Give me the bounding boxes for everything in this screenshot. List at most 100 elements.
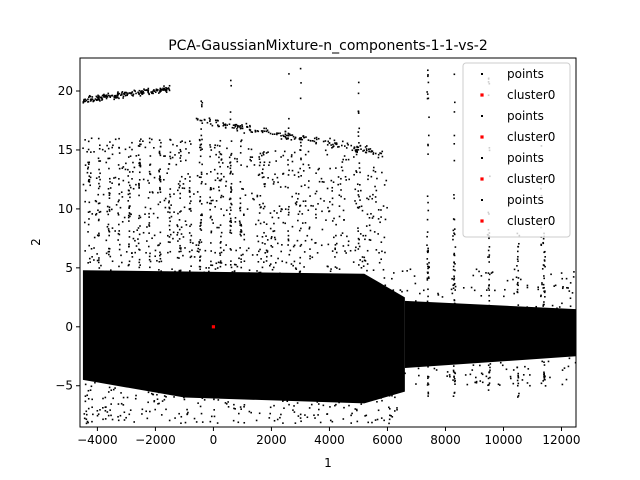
scatter-point [488, 371, 491, 373]
scatter-point [216, 177, 219, 179]
scatter-point [199, 144, 202, 146]
scatter-point [414, 282, 417, 285]
scatter-point [121, 91, 124, 93]
scatter-point [334, 266, 337, 268]
scatter-point [427, 391, 430, 394]
scatter-point [505, 368, 508, 371]
scatter-point [179, 197, 181, 199]
scatter-point [128, 263, 130, 266]
scatter-point [196, 174, 199, 177]
scatter-point [493, 350, 496, 353]
scatter-point [229, 231, 231, 234]
scatter-point [219, 265, 222, 268]
scatter-point [449, 375, 451, 378]
scatter-point [348, 404, 350, 407]
scatter-point [96, 259, 99, 262]
scatter-point [144, 146, 147, 149]
scatter-point [128, 184, 131, 187]
scatter-point [335, 403, 337, 406]
scatter-point [139, 163, 141, 165]
scatter-point [474, 342, 477, 345]
scatter-point [268, 417, 271, 419]
scatter-point [137, 242, 140, 245]
scatter-point [110, 94, 113, 97]
scatter-point [479, 380, 482, 382]
scatter-point [260, 258, 262, 260]
scatter-point [110, 403, 112, 405]
scatter-point [145, 89, 148, 91]
scatter-point [139, 95, 142, 97]
scatter-point [338, 268, 341, 270]
scatter-point [87, 389, 90, 392]
scatter-point [104, 94, 106, 97]
scatter-point [87, 167, 89, 170]
scatter-point [539, 329, 541, 331]
scatter-point [553, 285, 555, 287]
scatter-point [355, 149, 357, 151]
scatter-point [122, 166, 125, 168]
scatter-point [214, 206, 216, 208]
scatter-point [98, 182, 100, 185]
scatter-point [199, 260, 201, 262]
scatter-point [488, 337, 490, 340]
scatter-point [241, 124, 243, 126]
scatter-point [229, 79, 232, 82]
scatter-point [218, 179, 221, 182]
scatter-point [117, 212, 119, 214]
scatter-point [478, 270, 480, 273]
scatter-point [118, 193, 121, 195]
scatter-point [206, 173, 208, 175]
scatter-point [200, 143, 203, 146]
scatter-point [335, 242, 338, 245]
scatter-point [366, 269, 368, 272]
scatter-point [87, 211, 90, 213]
scatter-point [435, 369, 438, 371]
scatter-point [357, 340, 360, 342]
scatter-point [201, 359, 203, 361]
scatter-point [179, 160, 182, 162]
scatter-point [239, 207, 241, 210]
scatter-point [332, 181, 335, 183]
scatter-point [332, 146, 334, 148]
scatter-point [229, 385, 232, 388]
scatter-point [119, 243, 121, 246]
scatter-point [294, 202, 297, 205]
scatter-point [239, 209, 242, 212]
scatter-point [293, 151, 296, 154]
scatter-point [251, 192, 253, 195]
scatter-point [299, 149, 302, 152]
scatter-point [260, 130, 263, 132]
scatter-point [311, 256, 314, 259]
scatter-point [164, 197, 167, 200]
legend-label: points [507, 109, 544, 123]
scatter-point [378, 251, 380, 254]
scatter-point [128, 245, 130, 248]
scatter-point [446, 341, 449, 344]
scatter-point [426, 250, 429, 253]
scatter-point [108, 234, 110, 237]
scatter-point [427, 365, 429, 368]
scatter-point [335, 142, 338, 144]
scatter-point [198, 138, 201, 141]
scatter-point [488, 294, 490, 297]
scatter-point [453, 337, 456, 340]
scatter-point [292, 245, 295, 248]
scatter-point [137, 154, 140, 156]
scatter-point [168, 206, 171, 209]
scatter-point [128, 276, 130, 279]
scatter-point [199, 255, 202, 258]
scatter-point [109, 409, 111, 411]
scatter-point [93, 236, 96, 239]
scatter-point [98, 257, 100, 259]
scatter-point [106, 210, 109, 213]
scatter-point [174, 270, 176, 273]
scatter-point [420, 362, 423, 365]
scatter-point [452, 313, 455, 316]
scatter-point [118, 265, 120, 268]
scatter-point [239, 197, 242, 200]
scatter-point [293, 244, 296, 247]
scatter-point [426, 91, 428, 93]
scatter-point [233, 407, 235, 410]
scatter-point [452, 238, 454, 241]
scatter-point [261, 172, 264, 174]
